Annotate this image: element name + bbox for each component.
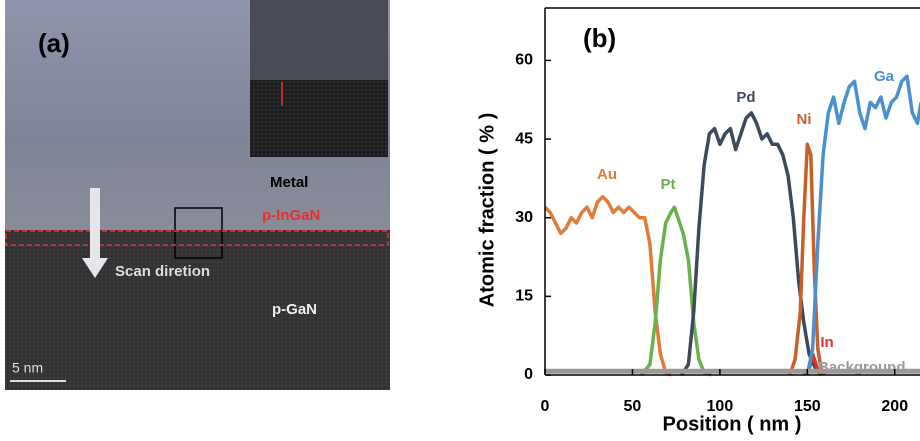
series-line [788, 142, 827, 376]
series-label: Ga [874, 68, 895, 85]
series-line [639, 205, 712, 377]
y-tick-label: 0 [524, 366, 533, 383]
y-tick-label: 45 [515, 130, 533, 147]
series-label: Pd [736, 89, 755, 106]
zoom-box [174, 207, 223, 259]
scan-arrow [82, 188, 108, 278]
series-label: In [820, 334, 833, 351]
y-axis-title: Atomic fraction ( % ) [476, 113, 498, 307]
x-tick-label: 200 [881, 398, 908, 415]
y-tick-label: 15 [515, 288, 533, 305]
series-label: Background [818, 359, 906, 376]
x-axis-title: Position ( nm ) [663, 413, 802, 435]
series-label: Ni [797, 111, 812, 128]
micrograph: (a) Metal p-InGaN p-GaN Scan diretion 5 … [5, 0, 390, 390]
scale-label: 5 nm [12, 360, 43, 376]
lattice [5, 230, 390, 390]
x-tick-label: 150 [794, 398, 821, 415]
inset-lattice [250, 80, 388, 157]
y-tick-label: 30 [515, 209, 533, 226]
series-line [805, 74, 920, 376]
ingan-box [5, 230, 389, 246]
x-tick-label: 0 [541, 398, 550, 415]
series-line [679, 111, 823, 377]
series-label: Au [597, 166, 617, 183]
series-line [545, 194, 672, 377]
scan-label: Scan diretion [115, 263, 210, 280]
series-label: Pt [661, 176, 676, 193]
panel-label: (b) [583, 23, 616, 53]
x-tick-label: 50 [624, 398, 642, 415]
x-tick-label: 100 [707, 398, 734, 415]
plot: Au Pt Pd Ni In Ga Background [545, 68, 920, 377]
panel-label: (a) [38, 28, 70, 58]
layer-label: p-InGaN [262, 207, 320, 224]
layer-label: p-GaN [272, 301, 317, 318]
layer-label: Metal [270, 174, 308, 191]
y-tick-label: 60 [515, 52, 533, 69]
